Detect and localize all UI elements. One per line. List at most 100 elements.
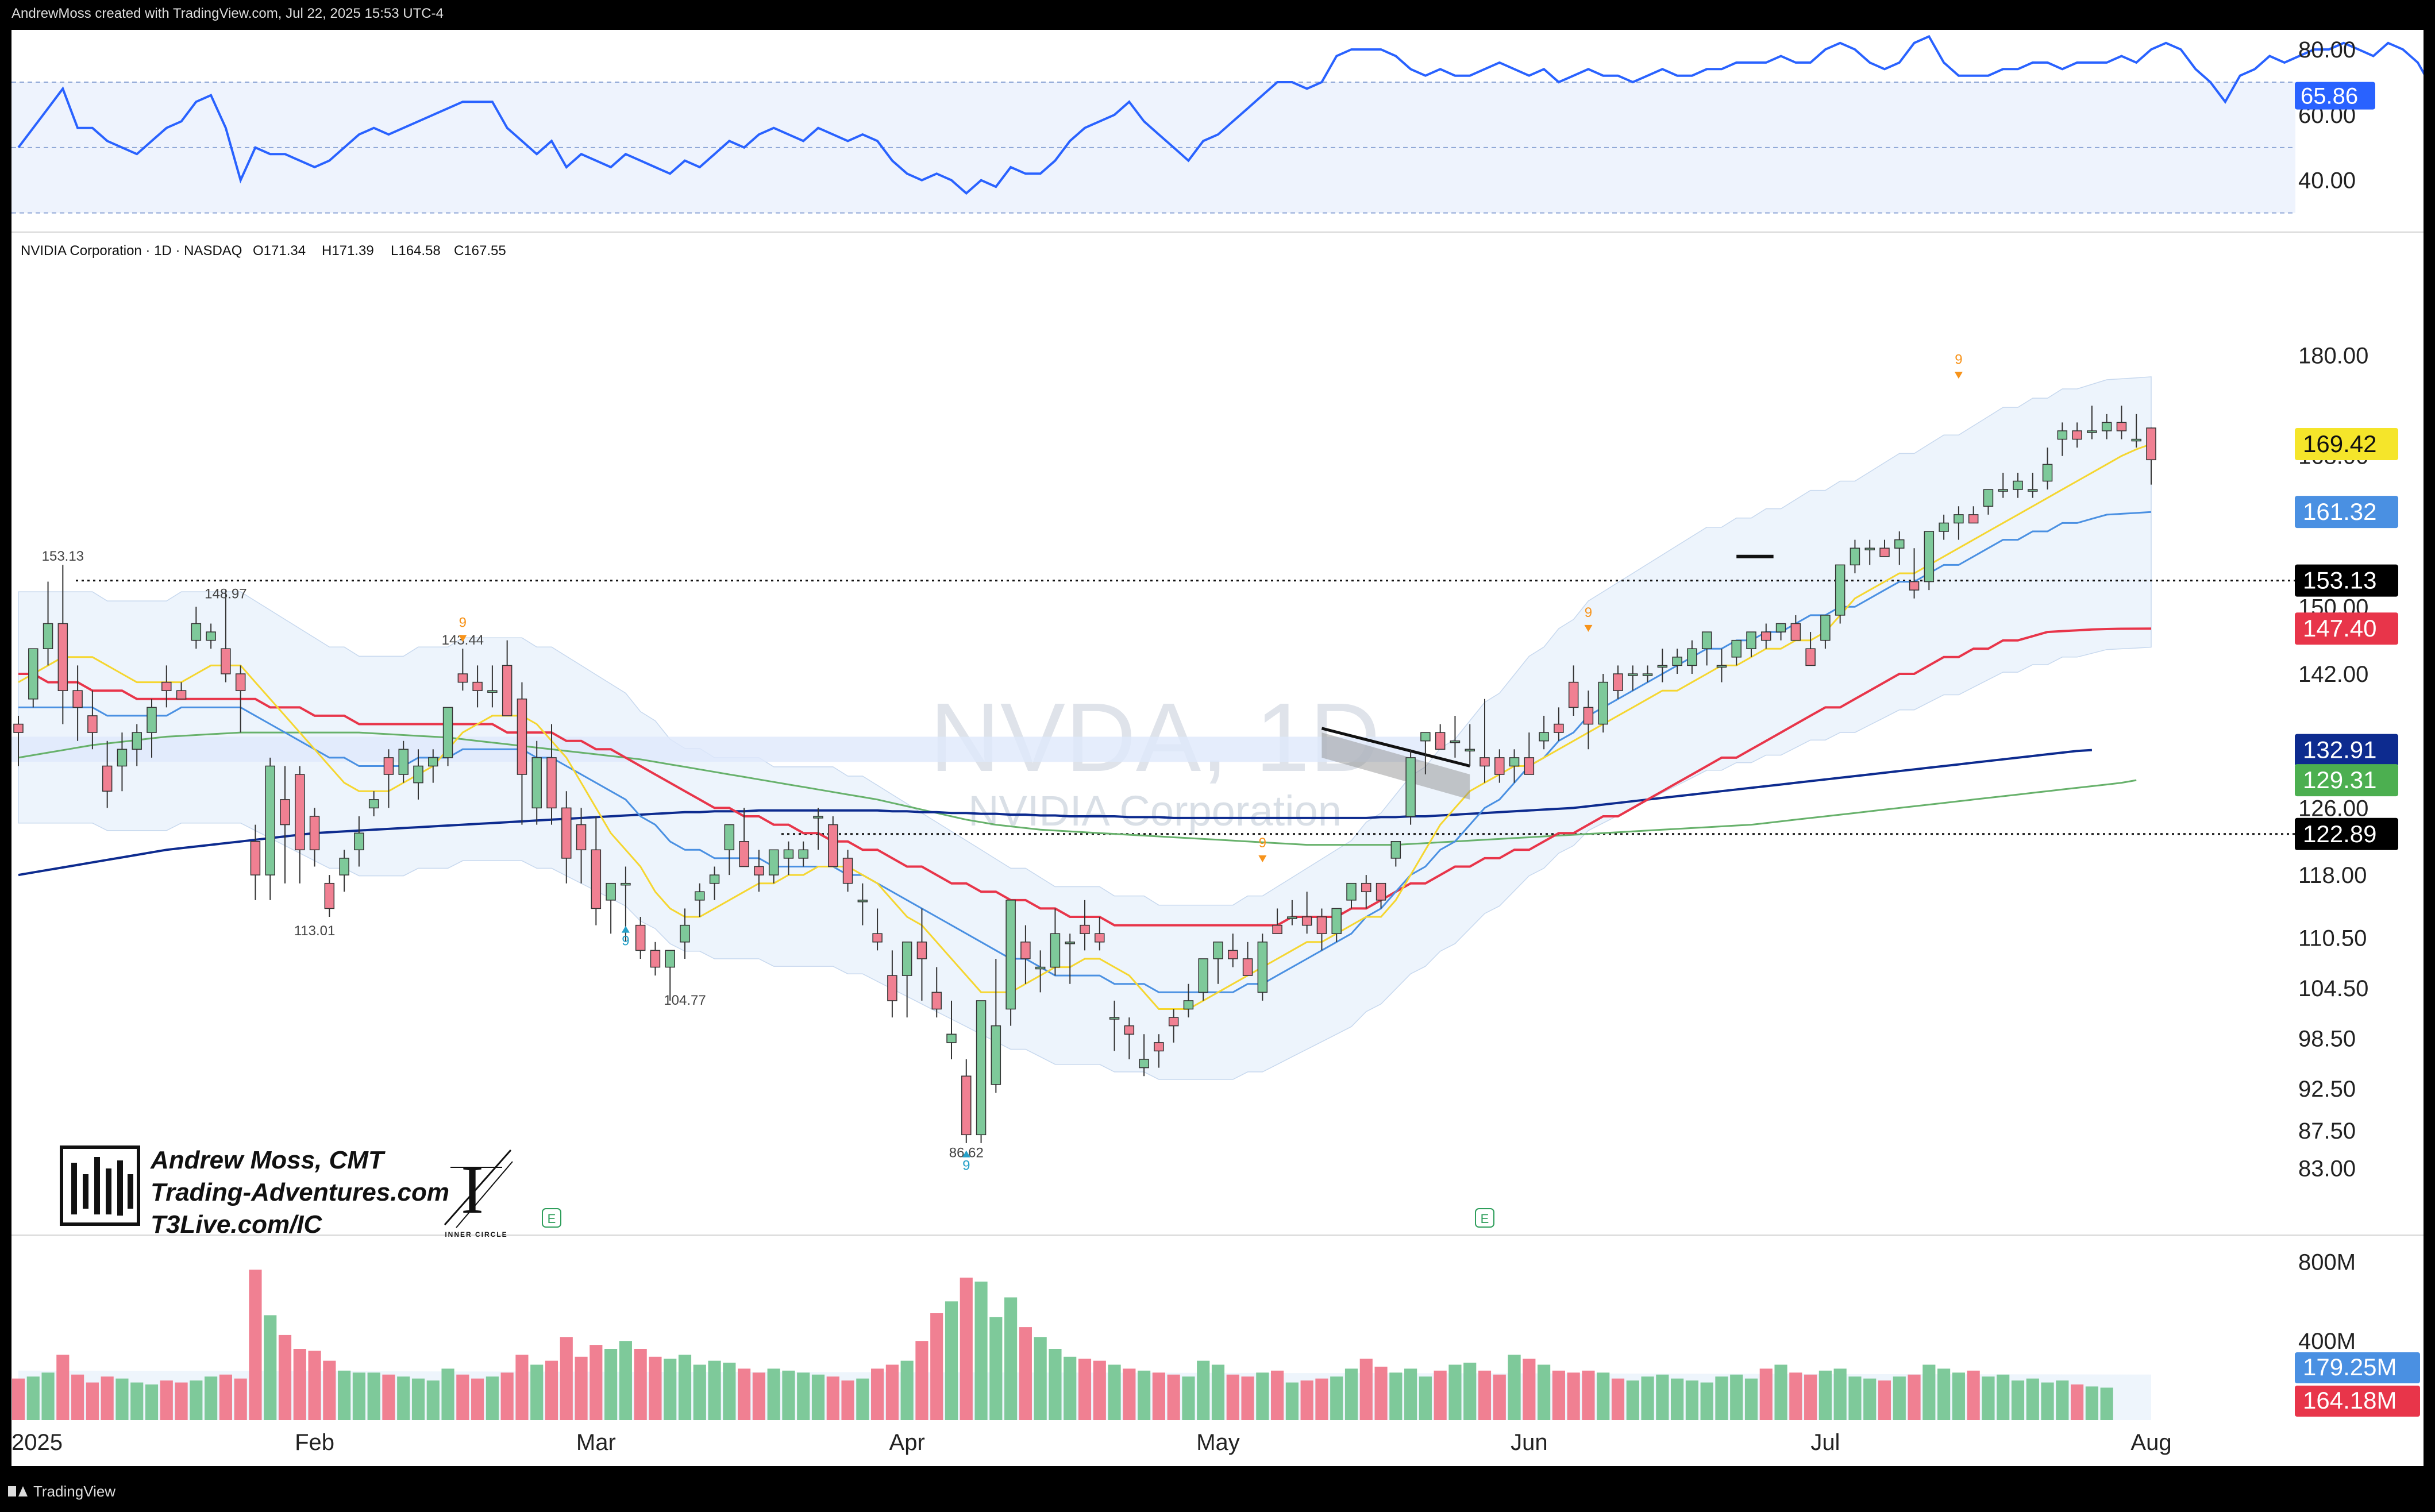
volume-bar [945, 1301, 958, 1420]
price-tick-label: 126.00 [2298, 796, 2368, 821]
price-tick-label: 92.50 [2298, 1077, 2356, 1102]
candle-body [1657, 665, 1668, 668]
volume-bar [1285, 1382, 1299, 1420]
volume-bar [1182, 1376, 1195, 1420]
volume-bar [1049, 1349, 1062, 1420]
volume-bar [1730, 1374, 1743, 1420]
candle-body [1998, 489, 2008, 492]
volume-bar [500, 1372, 514, 1420]
candle-body [650, 950, 661, 968]
volume-bar [1478, 1370, 1492, 1420]
td-signal-arrow [1258, 855, 1267, 862]
candle-body [1168, 1017, 1179, 1027]
volume-bar [1167, 1374, 1180, 1420]
volume-bar [264, 1315, 277, 1420]
candle-body [250, 841, 261, 875]
candle-body [561, 807, 572, 859]
earnings-marker [1475, 1208, 1494, 1228]
volume-bar [767, 1368, 780, 1420]
candle-body [1420, 732, 1431, 742]
volume-bar [900, 1360, 914, 1420]
candle-body [1331, 908, 1342, 934]
price-axis-badge [2295, 764, 2398, 797]
watermark-name: NVIDIA Corporation [968, 787, 1342, 835]
volume-bar [323, 1360, 336, 1420]
chart-area[interactable]: 80.00 60.00 40.00 65.86 NVIDIA Corporation … [11, 30, 2435, 1466]
volume-axis-badge [2295, 1386, 2420, 1417]
candle-body [2087, 430, 2097, 433]
candle-body [28, 648, 38, 700]
td-signal-arrow [1584, 624, 1593, 632]
volume-bar [11, 1378, 25, 1420]
volume-bar [1952, 1372, 1965, 1420]
rsi-tick-label: 40.00 [2298, 168, 2356, 194]
candle-body [2072, 430, 2082, 440]
earnings-marker [542, 1208, 561, 1228]
candle-body [1242, 958, 1253, 976]
candle-body [280, 799, 290, 826]
volume-bar [885, 1364, 899, 1420]
volume-bar [367, 1372, 380, 1420]
volume-bar [797, 1372, 810, 1420]
candle-body [783, 849, 794, 859]
volume-bar [1744, 1378, 1758, 1420]
candle-body [87, 715, 98, 733]
td-signal-label: 9 [1955, 352, 1962, 367]
volume-bar [1818, 1370, 1832, 1420]
candle-body [1939, 522, 1949, 532]
candle-body [1554, 723, 1564, 733]
volume-bar [1611, 1378, 1625, 1420]
candle-body [413, 765, 423, 784]
volume-bar [2011, 1380, 2025, 1420]
candle-body [901, 942, 912, 976]
candle-body [221, 648, 231, 674]
price-annotation: 113.01 [294, 923, 336, 939]
price-panel[interactable]: NVIDIA Corporation · 1D · NASDAQ O171.34 H… [11, 243, 2424, 1236]
candle-body [1850, 547, 1860, 566]
price-tick-label: 87.50 [2298, 1118, 2356, 1144]
price-axis-badge [2295, 817, 2398, 850]
candle-body [43, 623, 53, 649]
candle-body [354, 832, 364, 851]
candle-body [517, 699, 527, 775]
candle-body [1716, 665, 1727, 668]
volume-bar [1271, 1370, 1284, 1420]
volume-bar [1419, 1376, 1432, 1420]
ohlc-open: O171.34 [253, 243, 306, 259]
volume-bar [56, 1355, 70, 1420]
price-tick-label: 142.00 [2298, 662, 2368, 687]
volume-bar [2056, 1380, 2069, 1420]
candlestick-logo-icon [60, 1145, 140, 1226]
candle-body [931, 992, 942, 1010]
volume-bar [426, 1380, 440, 1420]
candle-body [1450, 740, 1461, 743]
candle-body [1524, 757, 1535, 775]
candle-body [1005, 900, 1016, 1010]
candle-body [1628, 673, 1638, 676]
candle-body [1761, 631, 1771, 641]
candle-body [442, 707, 453, 758]
volume-bar [545, 1360, 558, 1420]
candle-body [1376, 882, 1386, 901]
footer: TradingView [8, 1479, 115, 1504]
volume-bar [1774, 1364, 1787, 1420]
volume-bar [1315, 1378, 1328, 1420]
candle-body [1687, 648, 1697, 666]
volume-bar [1967, 1370, 1980, 1420]
volume-bar [974, 1281, 988, 1420]
time-axis[interactable]: 2025 Feb Mar Apr May Jun Jul Aug [11, 1430, 2172, 1455]
volume-bar [1671, 1378, 1684, 1420]
candle-body [147, 707, 157, 733]
volume-bar [530, 1364, 544, 1420]
volume-bar [1493, 1374, 1506, 1420]
candle-body [1983, 489, 1994, 507]
volume-bar [1523, 1359, 1536, 1420]
volume-bar [590, 1345, 603, 1420]
candle-body [1568, 681, 1579, 708]
candle-body [1095, 933, 1105, 943]
volume-bar [1937, 1368, 1951, 1420]
price-axis-badge-label: 169.42 [2303, 430, 2376, 457]
